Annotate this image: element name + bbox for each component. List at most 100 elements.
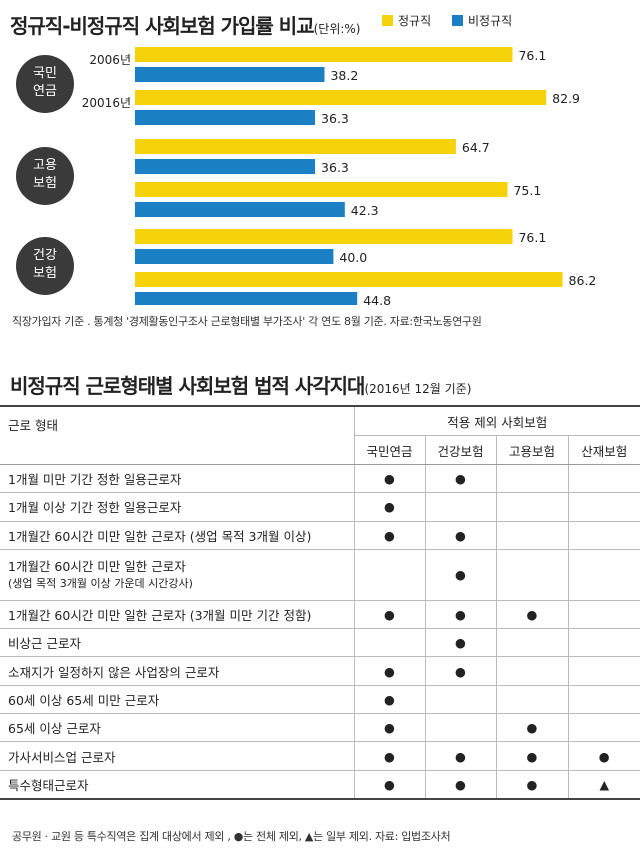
legend-regular-swatch bbox=[382, 15, 393, 26]
table-row: 1개월간 60시간 미만 일한 근로자 (생업 목적 3개월 이상) ● ● bbox=[0, 521, 640, 550]
table-title: 비정규직 근로형태별 사회보험 법적 사각지대(2016년 12월 기준) bbox=[10, 370, 471, 399]
legend-regular-label: 정규직 bbox=[398, 14, 432, 28]
full-exclusion-mark: ● bbox=[424, 521, 496, 550]
bar-chart: 국민연금 2006년 76.1 38.2 20016년 82.9 36.3 고용보험 64.7 3… bbox=[16, 47, 597, 305]
full-exclusion-mark: ● bbox=[424, 741, 496, 771]
empty-cell bbox=[495, 685, 568, 715]
value-label-nonregular: 44.8 bbox=[363, 293, 391, 305]
col-header-pension: 국민연금 bbox=[353, 435, 425, 465]
full-exclusion-mark: ● bbox=[424, 549, 496, 601]
group-label: 연금 bbox=[33, 84, 57, 99]
table-note: 공무원 · 교원 등 특수직역은 집계 대상에서 제외 , ●는 전체 제외, … bbox=[12, 830, 451, 843]
col-header-group: 적용 제외 사회보험 bbox=[353, 405, 640, 436]
full-exclusion-mark: ● bbox=[424, 464, 496, 494]
bar-nonregular bbox=[135, 249, 334, 264]
col-header-work-type: 근로 형태 bbox=[0, 405, 354, 465]
full-exclusion-mark: ● bbox=[424, 600, 496, 630]
bar-regular bbox=[135, 182, 508, 197]
col-header-health: 건강보험 bbox=[424, 435, 496, 465]
empty-cell bbox=[495, 628, 568, 658]
legend-regular: 정규직 bbox=[382, 12, 431, 29]
empty-cell bbox=[567, 464, 640, 494]
chart-title: 정규직-비정규직 사회보험 가입률 비교(단위:%) bbox=[10, 10, 360, 39]
col-header-employment: 고용보험 bbox=[495, 435, 568, 465]
group-label: 국민 bbox=[33, 66, 57, 81]
empty-cell bbox=[567, 628, 640, 658]
table-row: 가사서비스업 근로자 ● ● ● ● bbox=[0, 741, 640, 771]
bar-nonregular bbox=[135, 202, 345, 217]
full-exclusion-mark: ● bbox=[353, 656, 425, 686]
bar-regular bbox=[135, 229, 513, 244]
table-row: 특수형태근로자 ● ● ● ▲ bbox=[0, 770, 640, 800]
bar-nonregular bbox=[135, 159, 316, 174]
value-label-regular: 75.1 bbox=[513, 183, 541, 198]
work-type-cell: 특수형태근로자 bbox=[0, 770, 354, 800]
empty-cell bbox=[567, 713, 640, 743]
table-row: 1개월 이상 기간 정한 일용근로자 ● bbox=[0, 492, 640, 522]
full-exclusion-mark: ● bbox=[424, 656, 496, 686]
value-label-regular: 86.2 bbox=[569, 273, 597, 288]
work-type-label: 특수형태근로자 bbox=[8, 777, 89, 793]
full-exclusion-mark: ● bbox=[353, 464, 425, 494]
value-label-nonregular: 42.3 bbox=[351, 203, 379, 218]
table-row: 비상근 근로자 ● bbox=[0, 628, 640, 658]
legend-nonregular-label: 비정규직 bbox=[468, 14, 513, 28]
empty-cell bbox=[495, 549, 568, 601]
work-type-cell: 1개월간 60시간 미만 일한 근로자 (3개월 미만 기간 정함) bbox=[0, 600, 354, 630]
full-exclusion-mark: ● bbox=[353, 713, 425, 743]
table-row: 소재지가 일정하지 않은 사업장의 근로자 ● ● bbox=[0, 656, 640, 686]
bar-nonregular bbox=[135, 292, 358, 305]
table-title-text: 비정규직 근로형태별 사회보험 법적 사각지대 bbox=[10, 374, 365, 398]
year-label: 20016년 bbox=[82, 96, 131, 110]
work-type-label: 비상근 근로자 bbox=[8, 636, 81, 652]
full-exclusion-mark: ● bbox=[353, 492, 425, 522]
full-exclusion-mark: ● bbox=[495, 770, 568, 800]
empty-cell bbox=[495, 464, 568, 494]
value-label-nonregular: 36.3 bbox=[321, 111, 349, 126]
empty-cell bbox=[567, 549, 640, 601]
full-exclusion-mark: ● bbox=[353, 521, 425, 550]
empty-cell bbox=[495, 492, 568, 522]
full-exclusion-mark: ● bbox=[567, 741, 640, 771]
group-label: 건강 bbox=[33, 248, 57, 263]
empty-cell bbox=[424, 492, 496, 522]
bar-regular bbox=[135, 139, 456, 154]
value-label-regular: 76.1 bbox=[518, 48, 546, 63]
table-row: 60세 이상 65세 미만 근로자 ● bbox=[0, 685, 640, 715]
work-type-label: 1개월 이상 기간 정한 일용근로자 bbox=[8, 500, 182, 516]
work-type-label: 가사서비스업 근로자 bbox=[8, 749, 116, 765]
bar-regular bbox=[135, 47, 513, 62]
work-type-label: 1개월간 60시간 미만 일한 근로자 bbox=[8, 558, 186, 574]
work-type-cell: 소재지가 일정하지 않은 사업장의 근로자 bbox=[0, 656, 354, 686]
full-exclusion-mark: ● bbox=[353, 770, 425, 800]
bar-nonregular bbox=[135, 67, 325, 82]
work-type-cell: 가사서비스업 근로자 bbox=[0, 741, 354, 771]
partial-exclusion-mark: ▲ bbox=[567, 770, 640, 800]
work-type-cell: 1개월 이상 기간 정한 일용근로자 bbox=[0, 492, 354, 522]
empty-cell bbox=[495, 521, 568, 550]
empty-cell bbox=[353, 628, 425, 658]
empty-cell bbox=[424, 685, 496, 715]
chart-title-text: 정규직-비정규직 사회보험 가입률 비교 bbox=[10, 14, 315, 38]
value-label-regular: 76.1 bbox=[518, 230, 546, 245]
group-badge bbox=[16, 55, 74, 113]
full-exclusion-mark: ● bbox=[495, 741, 568, 771]
legend-nonregular: 비정규직 bbox=[452, 12, 512, 29]
work-type-cell: 1개월간 60시간 미만 일한 근로자 (생업 목적 3개월 이상 가운데 시간강… bbox=[0, 549, 354, 601]
group-label: 보험 bbox=[33, 176, 57, 191]
group-label: 보험 bbox=[33, 266, 57, 281]
full-exclusion-mark: ● bbox=[495, 713, 568, 743]
group-badge bbox=[16, 147, 74, 205]
full-exclusion-mark: ● bbox=[353, 685, 425, 715]
work-type-cell: 1개월간 60시간 미만 일한 근로자 (생업 목적 3개월 이상) bbox=[0, 521, 354, 550]
exclusion-table: 근로 형태 적용 제외 사회보험 국민연금 건강보험 고용보험 산재보험 1개월… bbox=[0, 405, 640, 800]
work-type-cell: 1개월 미만 기간 정한 일용근로자 bbox=[0, 464, 354, 494]
work-type-label: 60세 이상 65세 미만 근로자 bbox=[8, 692, 160, 708]
group-label: 고용 bbox=[33, 158, 57, 173]
work-type-label: 1개월 미만 기간 정한 일용근로자 bbox=[8, 472, 182, 488]
bar-nonregular bbox=[135, 110, 316, 125]
work-type-cell: 60세 이상 65세 미만 근로자 bbox=[0, 685, 354, 715]
work-type-sublabel: (생업 목적 3개월 이상 가운데 시간강사) bbox=[8, 576, 193, 590]
table-row: 1개월 미만 기간 정한 일용근로자 ● ● bbox=[0, 464, 640, 494]
value-label-nonregular: 38.2 bbox=[330, 68, 358, 83]
